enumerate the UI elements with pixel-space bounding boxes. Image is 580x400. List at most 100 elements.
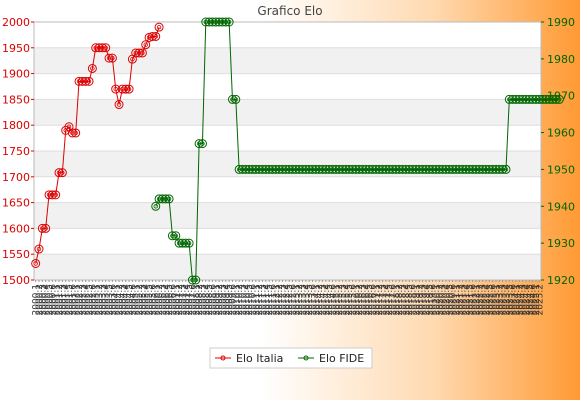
data-point-elo-fide[interactable] [531, 94, 541, 104]
data-point-elo-fide[interactable] [391, 164, 401, 174]
data-point-elo-fide[interactable] [164, 194, 174, 204]
data-point-elo-fide[interactable] [274, 164, 284, 174]
data-point-elo-italia[interactable] [131, 48, 141, 58]
data-point-elo-fide[interactable] [498, 164, 508, 174]
data-point-elo-italia[interactable] [34, 244, 44, 254]
data-point-elo-fide[interactable] [224, 17, 234, 27]
data-point-elo-fide[interactable] [328, 164, 338, 174]
data-point-elo-fide[interactable] [411, 164, 421, 174]
data-point-elo-fide[interactable] [401, 164, 411, 174]
data-point-elo-italia[interactable] [84, 76, 94, 86]
data-point-elo-fide[interactable] [201, 17, 211, 27]
data-point-elo-fide[interactable] [511, 94, 521, 104]
data-point-elo-fide[interactable] [151, 201, 161, 211]
data-point-elo-fide[interactable] [244, 164, 254, 174]
data-point-elo-fide[interactable] [351, 164, 361, 174]
data-point-elo-italia[interactable] [124, 84, 134, 94]
data-point-elo-italia[interactable] [114, 100, 124, 110]
data-point-elo-fide[interactable] [428, 164, 438, 174]
data-point-elo-italia[interactable] [104, 53, 114, 63]
data-point-elo-fide[interactable] [504, 94, 514, 104]
data-point-elo-fide[interactable] [261, 164, 271, 174]
data-point-elo-italia[interactable] [134, 48, 144, 58]
data-point-elo-fide[interactable] [157, 194, 167, 204]
data-point-elo-fide[interactable] [241, 164, 251, 174]
legend-item-elo-italia[interactable]: Elo Italia [215, 352, 283, 365]
data-point-elo-fide[interactable] [361, 164, 371, 174]
data-point-elo-fide[interactable] [378, 164, 388, 174]
data-point-elo-fide[interactable] [264, 164, 274, 174]
data-point-elo-fide[interactable] [488, 164, 498, 174]
data-point-elo-fide[interactable] [227, 94, 237, 104]
data-point-elo-fide[interactable] [468, 164, 478, 174]
data-point-elo-fide[interactable] [548, 94, 558, 104]
data-point-elo-fide[interactable] [434, 164, 444, 174]
data-point-elo-fide[interactable] [451, 164, 461, 174]
data-point-elo-fide[interactable] [421, 164, 431, 174]
data-point-elo-fide[interactable] [474, 164, 484, 174]
data-point-elo-italia[interactable] [121, 84, 131, 94]
data-point-elo-fide[interactable] [251, 164, 261, 174]
data-point-elo-italia[interactable] [111, 84, 121, 94]
data-point-elo-fide[interactable] [394, 164, 404, 174]
data-point-elo-italia[interactable] [117, 84, 127, 94]
data-point-elo-fide[interactable] [551, 94, 561, 104]
data-point-elo-fide[interactable] [381, 164, 391, 174]
data-point-elo-fide[interactable] [211, 17, 221, 27]
data-point-elo-fide[interactable] [354, 164, 364, 174]
data-point-elo-fide[interactable] [388, 164, 398, 174]
data-point-elo-fide[interactable] [301, 164, 311, 174]
data-point-elo-fide[interactable] [314, 164, 324, 174]
data-point-elo-italia[interactable] [71, 128, 81, 138]
data-point-elo-fide[interactable] [438, 164, 448, 174]
data-point-elo-fide[interactable] [441, 164, 451, 174]
data-point-elo-italia[interactable] [51, 190, 61, 200]
data-point-elo-italia[interactable] [37, 223, 47, 233]
data-point-elo-fide[interactable] [454, 164, 464, 174]
data-point-elo-italia[interactable] [147, 31, 157, 41]
data-point-elo-fide[interactable] [257, 164, 267, 174]
data-point-elo-fide[interactable] [267, 164, 277, 174]
data-point-elo-italia[interactable] [151, 31, 161, 41]
data-point-elo-fide[interactable] [194, 139, 204, 149]
data-point-elo-fide[interactable] [221, 17, 231, 27]
data-point-elo-fide[interactable] [471, 164, 481, 174]
data-point-elo-fide[interactable] [294, 164, 304, 174]
data-point-elo-fide[interactable] [171, 231, 181, 241]
legend-item-elo-fide[interactable]: Elo FIDE [298, 352, 364, 365]
data-point-elo-italia[interactable] [41, 223, 51, 233]
data-point-elo-italia[interactable] [154, 22, 164, 32]
data-point-elo-fide[interactable] [494, 164, 504, 174]
data-point-elo-fide[interactable] [384, 164, 394, 174]
data-point-elo-fide[interactable] [431, 164, 441, 174]
data-point-elo-fide[interactable] [368, 164, 378, 174]
data-point-elo-fide[interactable] [174, 238, 184, 248]
data-point-elo-fide[interactable] [514, 94, 524, 104]
data-point-elo-italia[interactable] [94, 43, 104, 53]
data-point-elo-fide[interactable] [288, 164, 298, 174]
data-point-elo-fide[interactable] [311, 164, 321, 174]
data-point-elo-fide[interactable] [184, 238, 194, 248]
data-point-elo-fide[interactable] [464, 164, 474, 174]
data-point-elo-fide[interactable] [167, 231, 177, 241]
data-point-elo-fide[interactable] [318, 164, 328, 174]
data-point-elo-fide[interactable] [281, 164, 291, 174]
data-point-elo-fide[interactable] [484, 164, 494, 174]
data-point-elo-fide[interactable] [331, 164, 341, 174]
data-point-elo-fide[interactable] [358, 164, 368, 174]
data-point-elo-fide[interactable] [534, 94, 544, 104]
data-point-elo-italia[interactable] [97, 43, 107, 53]
data-point-elo-fide[interactable] [231, 94, 241, 104]
data-point-elo-fide[interactable] [518, 94, 528, 104]
data-point-elo-fide[interactable] [458, 164, 468, 174]
data-point-elo-italia[interactable] [107, 53, 117, 63]
data-point-elo-fide[interactable] [277, 164, 287, 174]
data-point-elo-italia[interactable] [137, 48, 147, 58]
data-point-elo-fide[interactable] [247, 164, 257, 174]
data-point-elo-fide[interactable] [541, 94, 551, 104]
data-point-elo-fide[interactable] [374, 164, 384, 174]
data-point-elo-italia[interactable] [67, 128, 77, 138]
data-point-elo-fide[interactable] [461, 164, 471, 174]
data-point-elo-fide[interactable] [217, 17, 227, 27]
data-point-elo-fide[interactable] [197, 139, 207, 149]
